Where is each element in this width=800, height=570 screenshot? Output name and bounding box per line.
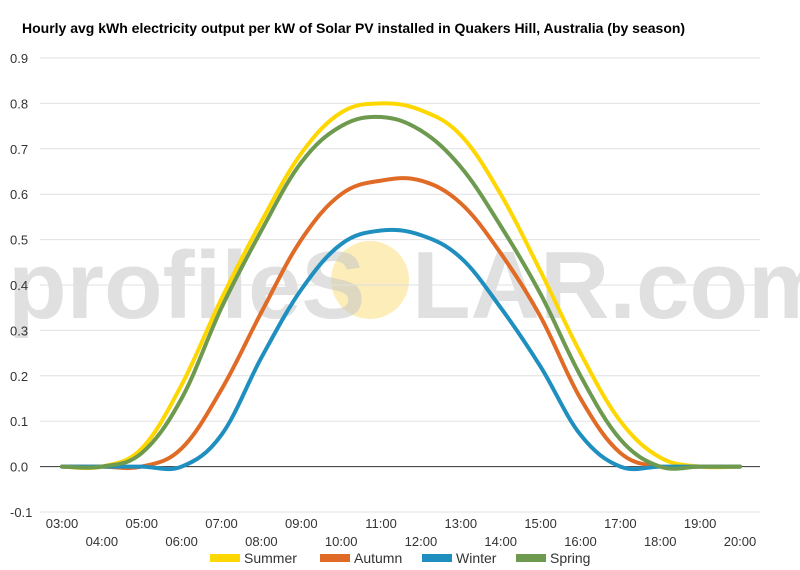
y-tick-label: 0.3 <box>10 323 28 338</box>
grid <box>40 57 760 513</box>
x-tick-label: 14:00 <box>484 534 517 549</box>
legend-swatch <box>516 554 546 562</box>
legend-label: Winter <box>456 550 497 566</box>
y-tick-label: 0.1 <box>10 414 28 429</box>
legend-item-autumn[interactable]: Autumn <box>320 550 402 566</box>
x-tick-label: 10:00 <box>325 534 358 549</box>
x-tick-label: 20:00 <box>724 534 757 549</box>
x-tick-label: 11:00 <box>365 516 397 531</box>
series-line-autumn <box>60 176 742 471</box>
y-tick-label: 0.5 <box>10 233 28 248</box>
x-tick-label: 13:00 <box>445 516 478 531</box>
x-tick-label: 12:00 <box>405 534 438 549</box>
y-tick-label: -0.1 <box>10 505 32 520</box>
series-line-spring <box>60 114 742 471</box>
chart-title: Hourly avg kWh electricity output per kW… <box>22 20 685 36</box>
x-tick-label: 16:00 <box>564 534 597 549</box>
x-tick-label: 09:00 <box>285 516 318 531</box>
x-axis: 03:00 04:00 05:00 06:00 07:00 08:00 09:00 10:00… <box>46 516 757 549</box>
x-tick-label: 07:00 <box>205 516 238 531</box>
y-tick-label: 0.8 <box>10 96 28 111</box>
x-tick-label: 08:00 <box>245 534 278 549</box>
x-tick-label: 15:00 <box>524 516 557 531</box>
x-tick-label: 03:00 <box>46 516 79 531</box>
y-tick-label: 0.2 <box>10 369 28 384</box>
y-tick-label: 0.4 <box>10 278 28 293</box>
watermark-sun <box>331 241 409 319</box>
legend-swatch <box>422 554 452 562</box>
legend[interactable]: Summer Autumn Winter Spring <box>210 550 590 566</box>
legend-label: Spring <box>550 550 590 566</box>
legend-label: Autumn <box>354 550 402 566</box>
legend-item-spring[interactable]: Spring <box>516 550 590 566</box>
x-tick-label: 04:00 <box>86 534 119 549</box>
y-tick-label: 0.9 <box>10 51 28 66</box>
legend-swatch <box>320 554 350 562</box>
series-lines <box>60 101 742 472</box>
y-tick-label: 0.0 <box>10 460 28 475</box>
series-line-summer <box>60 101 742 471</box>
series-line-winter <box>60 227 742 472</box>
x-tick-label: 19:00 <box>684 516 717 531</box>
y-tick-label: 0.7 <box>10 142 28 157</box>
x-tick-label: 06:00 <box>165 534 198 549</box>
y-tick-label: 0.6 <box>10 187 28 202</box>
legend-swatch <box>210 554 240 562</box>
y-axis: -0.1 0.0 0.1 0.2 0.3 0.4 0.5 0.6 0.7 0.8 0.9 <box>10 51 32 520</box>
legend-item-winter[interactable]: Winter <box>422 550 497 566</box>
legend-label: Summer <box>244 550 297 566</box>
x-tick-label: 17:00 <box>604 516 637 531</box>
legend-item-summer[interactable]: Summer <box>210 550 297 566</box>
x-tick-label: 18:00 <box>644 534 677 549</box>
x-tick-label: 05:00 <box>125 516 158 531</box>
